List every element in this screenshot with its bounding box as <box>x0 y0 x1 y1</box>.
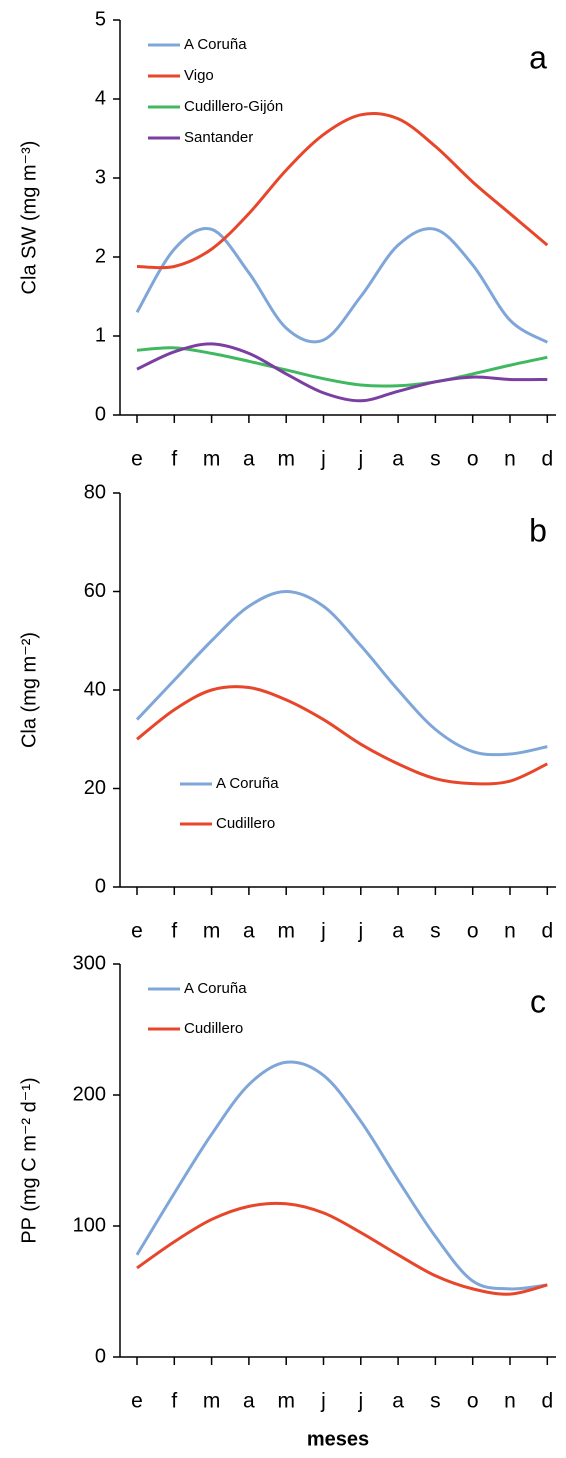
x-tick-label: j <box>320 1390 326 1413</box>
y-tick-label: 1 <box>95 324 106 346</box>
legend-label: Santander <box>184 129 253 146</box>
series-line <box>136 112 549 270</box>
x-tick-label: j <box>357 1390 363 1413</box>
x-tick-label: a <box>392 448 404 471</box>
x-tick-label: m <box>203 1390 221 1413</box>
y-axis-label: Cla SW (mg m⁻³) <box>18 141 40 295</box>
x-tick-label: d <box>541 448 553 471</box>
legend-label: A Coruña <box>184 36 247 53</box>
x-tick-label: m <box>277 920 295 943</box>
x-tick-label: d <box>541 920 553 943</box>
y-axis-label: PP (mg C m⁻² d⁻¹) <box>18 1077 40 1243</box>
y-tick-label: 0 <box>95 1345 106 1367</box>
series-line <box>136 342 548 403</box>
y-tick-label: 2 <box>95 245 106 267</box>
y-tick-label: 80 <box>84 481 106 503</box>
x-tick-label: j <box>320 448 326 471</box>
y-tick-label: 3 <box>95 166 106 188</box>
series-line <box>136 685 548 786</box>
panel-label: c <box>530 983 546 1019</box>
x-tick-label: e <box>131 448 143 471</box>
y-tick-label: 60 <box>84 580 106 602</box>
x-axis-label: meses <box>307 1428 369 1450</box>
series-line <box>136 1201 548 1296</box>
x-tick-label: f <box>171 1390 177 1413</box>
series-line <box>135 589 548 757</box>
legend-label: Vigo <box>184 67 214 84</box>
x-tick-label: o <box>467 1390 479 1413</box>
y-tick-label: 40 <box>84 678 106 700</box>
legend-label: A Coruña <box>184 980 247 997</box>
x-tick-label: e <box>131 920 143 943</box>
x-tick-label: n <box>504 920 516 943</box>
x-tick-label: e <box>131 1390 143 1413</box>
y-tick-label: 5 <box>95 8 106 30</box>
legend-label: Cudillero <box>184 1020 243 1037</box>
x-tick-label: s <box>430 448 441 471</box>
legend-label: A Coruña <box>216 775 279 792</box>
x-tick-label: f <box>171 920 177 943</box>
x-tick-label: m <box>203 448 221 471</box>
series-line <box>135 227 549 344</box>
legend-label: Cudillero <box>216 815 275 832</box>
x-tick-label: j <box>320 920 326 943</box>
x-tick-label: o <box>467 920 479 943</box>
y-axis-label: Cla (mg m⁻²) <box>18 632 40 748</box>
y-tick-label: 20 <box>84 777 106 799</box>
x-tick-label: a <box>392 920 404 943</box>
x-tick-label: m <box>277 1390 295 1413</box>
x-tick-label: a <box>243 920 255 943</box>
y-tick-label: 300 <box>73 952 106 974</box>
x-tick-label: m <box>203 920 221 943</box>
y-tick-label: 100 <box>73 1214 106 1236</box>
panel-label: b <box>529 512 547 548</box>
x-tick-label: s <box>430 1390 441 1413</box>
x-tick-label: a <box>392 1390 404 1413</box>
x-tick-label: n <box>504 448 516 471</box>
x-tick-label: n <box>504 1390 516 1413</box>
panel-label: a <box>529 39 547 75</box>
x-tick-label: j <box>357 920 363 943</box>
x-tick-label: j <box>357 448 363 471</box>
series-line <box>135 1060 548 1291</box>
legend-label: Cudillero-Gijón <box>184 98 283 115</box>
x-tick-label: o <box>467 448 479 471</box>
x-tick-label: m <box>277 448 295 471</box>
x-tick-label: a <box>243 448 255 471</box>
y-tick-label: 0 <box>95 875 106 897</box>
x-tick-label: s <box>430 920 441 943</box>
y-tick-label: 4 <box>95 87 106 109</box>
x-tick-label: f <box>171 448 177 471</box>
y-tick-label: 0 <box>95 403 106 425</box>
y-tick-label: 200 <box>73 1083 106 1105</box>
x-tick-label: d <box>541 1390 553 1413</box>
series-line <box>136 346 548 388</box>
x-tick-label: a <box>243 1390 255 1413</box>
